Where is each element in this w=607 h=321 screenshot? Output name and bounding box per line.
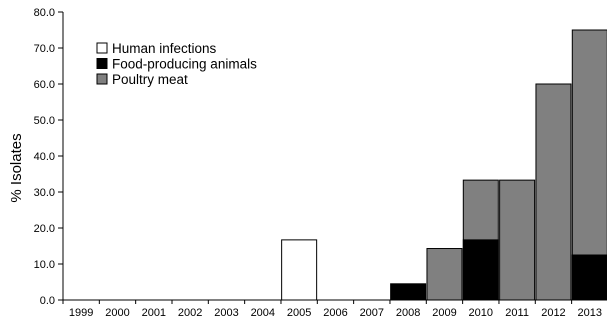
bar-food-producing-animals-2008 [390, 283, 427, 301]
legend-swatch [96, 42, 108, 54]
x-tick-label: 2006 [323, 307, 347, 319]
bar-food-producing-animals-2013 [571, 254, 607, 301]
x-tick-label: 2008 [396, 307, 420, 319]
legend-label: Food-producing animals [112, 57, 257, 72]
y-tick-label: 20.0 [34, 223, 55, 235]
legend-swatch [96, 58, 108, 69]
x-tick-label: 2012 [541, 307, 565, 319]
bar-poultry-meat-2012 [535, 83, 572, 301]
y-tick-label: 0.0 [40, 295, 55, 307]
x-tick-label: 2002 [178, 307, 202, 319]
x-tick-label: 2005 [287, 307, 311, 319]
x-tick-label: 2001 [142, 307, 166, 319]
bar-food-producing-animals-2010 [462, 239, 499, 301]
legend-label: Poultry meat [112, 72, 188, 87]
y-tick-label: 80.0 [34, 7, 55, 19]
x-tick-label: 2011 [505, 307, 529, 319]
x-tick-label: 2010 [469, 307, 493, 319]
bar-poultry-meat-2011 [499, 179, 536, 301]
legend-swatch [96, 73, 108, 85]
y-tick-label: 50.0 [34, 115, 55, 127]
x-tick-label: 2013 [578, 307, 602, 319]
x-tick-label: 2009 [432, 307, 456, 319]
x-tick-label: 2004 [251, 307, 275, 319]
y-tick-label: 60.0 [34, 79, 55, 91]
x-tick-label: 1999 [69, 307, 93, 319]
bar-human-infections-2005 [281, 239, 318, 301]
legend-label: Human infections [112, 41, 217, 56]
y-tick-label: 70.0 [34, 43, 55, 55]
x-tick-label: 2007 [360, 307, 384, 319]
y-axis-title: % Isolates [8, 133, 25, 202]
x-tick-label: 2000 [105, 307, 129, 319]
bar-poultry-meat-2009 [426, 248, 463, 301]
y-tick-label: 10.0 [34, 259, 55, 271]
axes: 0.0 10.0 20.0 30.0 40.0 50.0 60.0 70.0 80.0 1999 2… [34, 7, 607, 319]
bars [281, 29, 607, 301]
y-tick-label: 30.0 [34, 187, 55, 199]
y-tick-label: 40.0 [34, 151, 55, 163]
x-tick-label: 2003 [214, 307, 238, 319]
